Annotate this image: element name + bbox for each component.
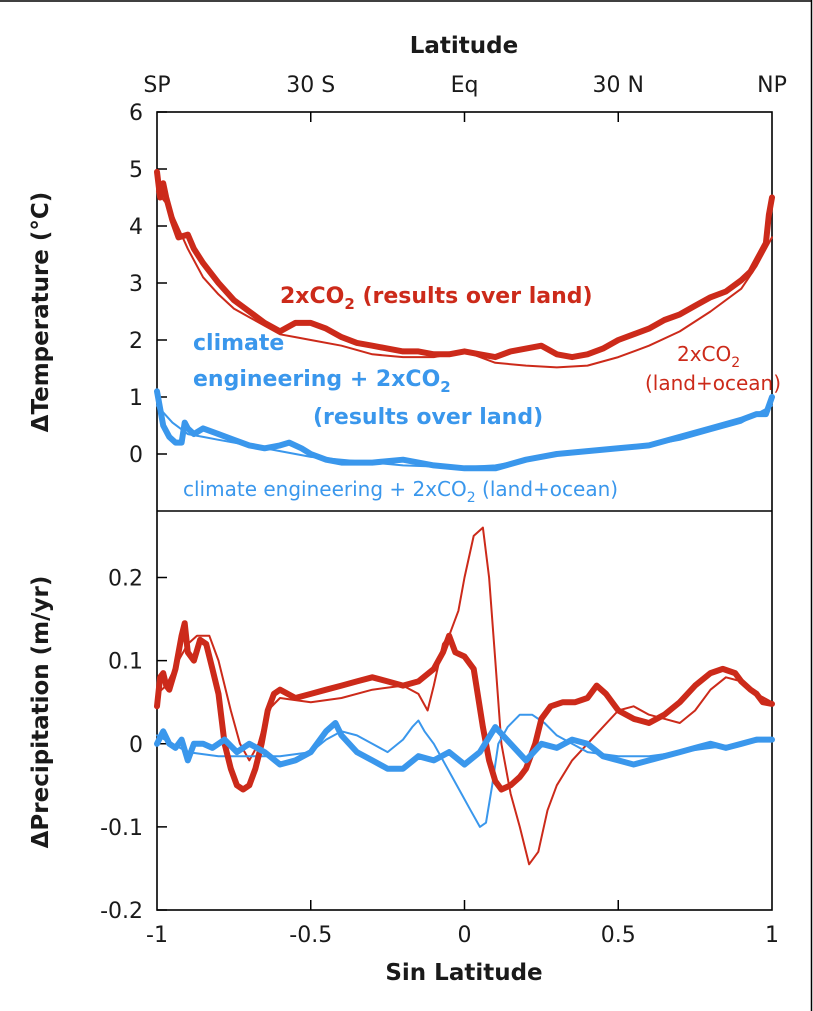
annotation-red-thin-2: (land+ocean) — [645, 371, 781, 395]
y-tick-label: 4 — [129, 215, 143, 240]
y-tick-label: 1 — [129, 386, 143, 411]
bottom-series-red-thin — [156, 526, 773, 866]
y-tick-label: -0.2 — [100, 899, 143, 924]
y-tick-label: 0.2 — [108, 567, 143, 592]
x-tick-label: 0.5 — [601, 923, 636, 948]
bottom-series-blue-thick — [154, 720, 775, 772]
annotation-blue-thick-2: engineering + 2xCO2 — [193, 367, 451, 396]
bottom-panel: -1 -0.5 0 0.5 1 -0.2 -0.1 0 0.1 0.2 Sin Latitude… — [28, 526, 779, 986]
y-tick-label: 2 — [129, 329, 143, 354]
x-tick-label: SP — [143, 73, 170, 98]
x-tick-label: Eq — [451, 73, 479, 98]
bottom-x-tick-labels: -1 -0.5 0 0.5 1 — [146, 900, 779, 948]
top-series-blue-thick — [154, 388, 775, 472]
top-series-red-thin — [156, 190, 773, 369]
top-x-tick-labels: SP 30 S Eq 30 N NP — [143, 73, 787, 122]
annotation-blue-thick-3: (results over land) — [313, 405, 543, 430]
y-tick-label: 3 — [129, 272, 143, 297]
y-tick-label: 0.1 — [108, 650, 143, 675]
top-series-group — [154, 168, 775, 472]
annotation-red-thick: 2xCO2 (results over land) — [280, 284, 593, 313]
top-y-tick-labels: 0 1 2 3 4 5 6 — [129, 101, 167, 468]
bottom-series-group — [154, 526, 775, 866]
x-tick-label: 30 S — [286, 73, 335, 98]
y-tick-label: 6 — [129, 101, 143, 126]
y-tick-label: 5 — [129, 158, 143, 183]
annotation-blue-thin: climate engineering + 2xCO2 (land+ocean) — [183, 477, 618, 506]
x-tick-label: 0 — [458, 923, 472, 948]
x-tick-label: 30 N — [593, 73, 644, 98]
annotation-red-thin-1: 2xCO2 — [677, 342, 740, 371]
y-tick-label: 0 — [129, 443, 143, 468]
bottom-series-red-thick — [154, 620, 775, 793]
x-tick-label: -0.5 — [289, 923, 332, 948]
top-axis-title: Latitude — [410, 33, 519, 59]
bottom-y-tick-labels: -0.2 -0.1 0 0.1 0.2 — [100, 567, 167, 924]
bottom-x-axis-title: Sin Latitude — [385, 960, 542, 986]
bottom-y-axis-title: ΔPrecipitation (m/yr) — [28, 576, 54, 849]
y-tick-label: 0 — [129, 733, 143, 758]
y-tick-label: -0.1 — [100, 816, 143, 841]
axes-frame — [156, 111, 773, 911]
x-tick-label: NP — [757, 73, 787, 98]
x-tick-label: 1 — [765, 923, 779, 948]
top-y-axis-title: ΔTemperature (°C) — [28, 192, 54, 433]
top-panel: Latitude SP 30 S Eq 30 N NP 0 1 2 3 4 5 6 ΔTempera… — [28, 33, 787, 506]
annotation-blue-thick-1: climate — [193, 331, 284, 356]
x-tick-label: -1 — [146, 923, 168, 948]
top-series-red-thick — [154, 168, 775, 361]
bottom-series-blue-thin — [156, 713, 773, 828]
